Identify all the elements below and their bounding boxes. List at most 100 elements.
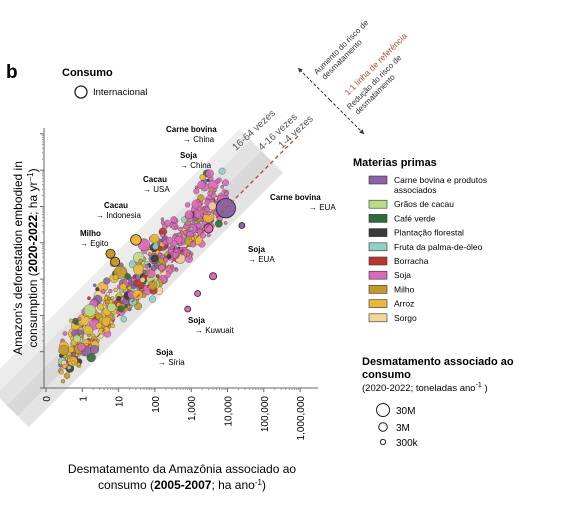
size-legend-circle xyxy=(378,422,388,432)
data-point xyxy=(108,289,113,294)
data-point xyxy=(63,372,71,379)
legend-swatch xyxy=(368,199,388,209)
data-point xyxy=(58,344,69,356)
annotation-place: → USA xyxy=(143,185,170,194)
legend-swatch xyxy=(368,175,388,185)
data-point xyxy=(71,360,76,365)
data-point xyxy=(149,295,157,303)
legend-swatch xyxy=(368,313,388,323)
annotation-place: → Síria xyxy=(158,358,185,367)
data-point xyxy=(132,289,143,300)
risk-arrow-shaft xyxy=(329,99,365,135)
data-point xyxy=(72,317,79,325)
highlight-point xyxy=(203,223,214,234)
annotation-place: → China xyxy=(180,161,212,170)
highlight-point xyxy=(194,290,202,297)
data-point xyxy=(212,187,217,193)
data-point xyxy=(149,233,160,244)
x-tick-label: 100 xyxy=(151,396,162,413)
data-point xyxy=(93,283,97,288)
annotation-bold: Carne bovina xyxy=(166,125,217,134)
data-point xyxy=(112,274,119,280)
data-point xyxy=(160,217,165,221)
annotation-bold: Cacau xyxy=(143,175,167,184)
data-point xyxy=(181,216,188,223)
highlight-point xyxy=(238,222,246,229)
data-point xyxy=(204,206,210,213)
highlight-point xyxy=(110,256,121,267)
legend-swatch xyxy=(368,214,388,223)
data-point xyxy=(119,283,127,291)
data-point xyxy=(152,243,159,250)
consumo-title: Consumo xyxy=(62,67,113,79)
data-point xyxy=(158,252,162,257)
legend-label: Plantação florestal xyxy=(394,228,464,238)
data-point xyxy=(199,174,206,181)
data-point xyxy=(135,275,141,281)
highlight-point xyxy=(209,272,218,281)
data-point xyxy=(69,318,74,323)
size-legend-circle xyxy=(376,403,390,417)
legend-label: Milho xyxy=(394,284,415,294)
annotation-place: → Indonesia xyxy=(96,211,141,220)
size-legend-label: 30M xyxy=(396,406,415,417)
data-point xyxy=(223,221,228,225)
data-point xyxy=(191,236,195,241)
data-point xyxy=(144,264,150,269)
annotation-place: → Egito xyxy=(80,239,109,248)
highlight-point xyxy=(105,248,116,259)
annotation-bold: Soja xyxy=(188,316,205,325)
legend-label: associados xyxy=(394,185,437,195)
data-point xyxy=(120,316,127,323)
data-point xyxy=(193,188,200,195)
data-point xyxy=(62,331,68,336)
arrow-up-label-1: Aumento do risco de xyxy=(312,18,371,77)
data-point xyxy=(184,202,191,208)
data-point xyxy=(78,326,83,331)
y-axis-title-line2: consumption (2020-2022; ha yr−1) xyxy=(26,168,40,347)
data-point xyxy=(200,213,205,218)
data-point xyxy=(170,216,178,223)
data-point xyxy=(97,303,105,311)
x-tick-label: 100,000 xyxy=(260,396,271,433)
legend-swatch xyxy=(368,270,388,280)
annotation-place: → China xyxy=(183,135,215,144)
legend-swatch xyxy=(368,299,388,308)
data-point xyxy=(106,292,110,296)
panel-letter: b xyxy=(6,62,18,83)
risk-arrow-head xyxy=(298,68,303,73)
data-point xyxy=(222,179,229,187)
highlight-point xyxy=(130,234,142,246)
data-point xyxy=(76,362,81,366)
data-point xyxy=(220,185,225,189)
data-point xyxy=(124,273,131,280)
data-point xyxy=(224,191,229,197)
data-point xyxy=(138,258,144,264)
data-point xyxy=(107,296,111,301)
x-tick-label: 10,000 xyxy=(224,396,235,427)
size-legend-circle xyxy=(379,438,387,446)
data-point xyxy=(147,252,152,256)
data-point xyxy=(166,254,172,260)
data-point xyxy=(95,322,103,330)
data-point xyxy=(116,295,122,302)
data-point xyxy=(206,211,211,216)
consumo-international-label: Internacional xyxy=(93,87,147,98)
data-point xyxy=(103,277,111,285)
legend-swatch xyxy=(368,285,388,294)
data-point xyxy=(150,254,159,263)
data-point xyxy=(186,252,190,257)
highlight-point xyxy=(184,305,192,313)
data-point xyxy=(83,325,93,336)
x-tick-label: 0 xyxy=(42,396,53,402)
annotation-bold: Carne bovina xyxy=(270,193,321,202)
data-point xyxy=(113,287,118,293)
data-point xyxy=(184,210,194,219)
ratio-band xyxy=(17,161,284,428)
data-point xyxy=(67,358,71,362)
annotation-place: → EUA xyxy=(248,255,275,264)
data-point xyxy=(71,352,76,357)
data-point xyxy=(205,169,214,178)
